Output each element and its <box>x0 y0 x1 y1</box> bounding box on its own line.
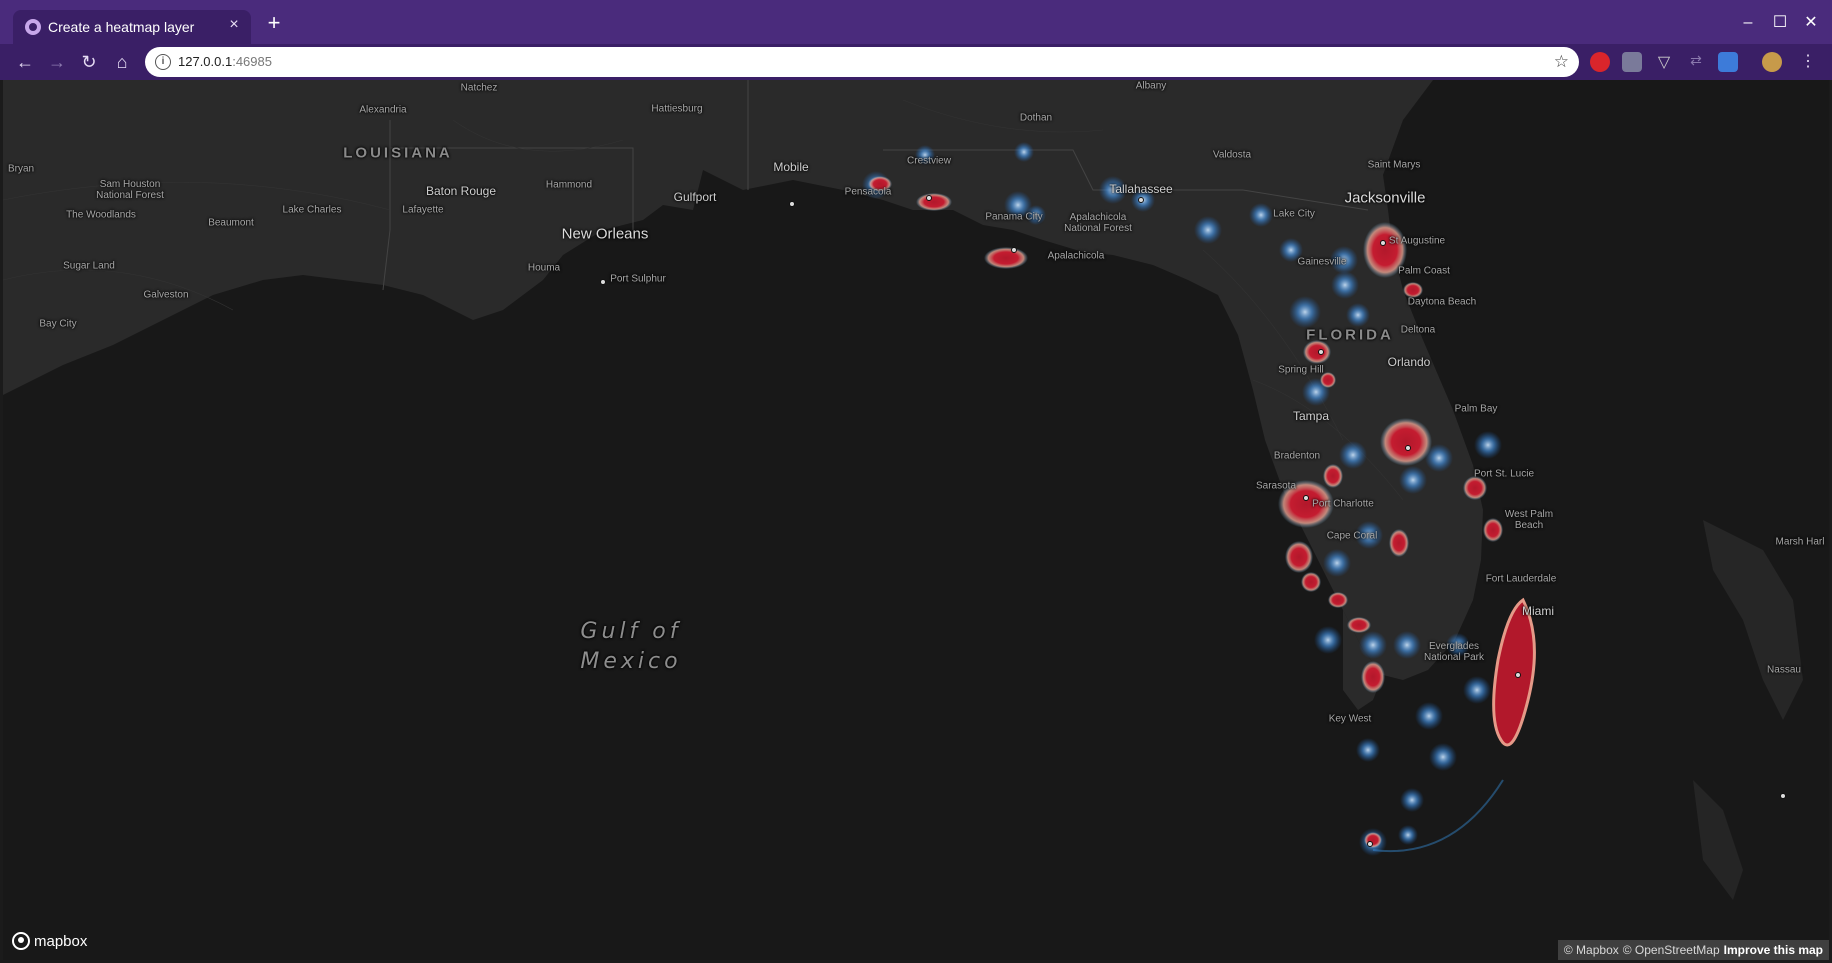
maximize-icon[interactable]: ☐ <box>1772 14 1788 31</box>
site-info-icon[interactable]: i <box>155 54 171 70</box>
bookmark-star-icon[interactable]: ☆ <box>1553 52 1569 71</box>
tab-favicon-icon <box>25 19 41 35</box>
map-label-city: Crestview <box>907 155 951 167</box>
map-label-city: West Palm Beach <box>1504 509 1554 531</box>
home-icon[interactable]: ⌂ <box>116 52 128 72</box>
map-label-city: Bradenton <box>1273 450 1321 462</box>
map-attribution: © Mapbox © OpenStreetMap Improve this ma… <box>1557 940 1829 960</box>
map-label-city: Gulfport <box>673 190 717 204</box>
map-label-city: Hammond <box>545 179 593 191</box>
tab-close-icon[interactable]: × <box>229 16 239 33</box>
browser-toolbar: ← → ↻ ⌂ i 127.0.0.1:46985 ☆ ▽ ⇄ ⋮ <box>0 44 1832 80</box>
map-label-city: Bryan <box>7 163 35 175</box>
new-tab-button[interactable]: + <box>267 10 281 35</box>
browser-titlebar: Create a heatmap layer × + – ☐ ✕ <box>0 0 1832 49</box>
map-label-city: Albany <box>1135 80 1167 92</box>
extension-icon[interactable] <box>1590 52 1610 72</box>
map-label-city: Cape Coral <box>1326 530 1378 542</box>
map-label-city: Valdosta <box>1212 149 1252 161</box>
map-label-city: St Augustine <box>1388 235 1446 247</box>
map-label-city: New Orleans <box>561 225 649 243</box>
map-label-park: Apalachicola National Forest <box>1064 212 1132 234</box>
map-label-city: Galveston <box>143 289 189 301</box>
map-label-city: The Woodlands <box>66 209 136 221</box>
mapbox-logo[interactable]: mapbox <box>12 932 87 950</box>
map-label-city: Jacksonville <box>1344 189 1426 207</box>
map-label-city: Hattiesburg <box>651 103 703 115</box>
extension-icon[interactable] <box>1622 52 1642 72</box>
map-label-city: Palm Bay <box>1454 403 1498 415</box>
map-label-city: Palm Coast <box>1398 265 1450 277</box>
map-label-city: Lake City <box>1273 208 1315 220</box>
map-label-city: Daytona Beach <box>1407 296 1477 308</box>
menu-kebab-icon[interactable]: ⋮ <box>1800 53 1816 70</box>
back-icon[interactable]: ← <box>16 52 34 72</box>
map-label-state: LOUISIANA <box>343 144 453 162</box>
map-label-city: Sarasota <box>1255 480 1297 492</box>
map-label-city: Sugar Land <box>63 260 115 272</box>
map-label-city: Natchez <box>460 82 498 94</box>
address-bar[interactable]: i 127.0.0.1:46985 ☆ <box>145 47 1579 77</box>
reload-icon[interactable]: ↻ <box>81 52 97 72</box>
tab-title: Create a heatmap layer <box>48 19 195 35</box>
map-label-park: Everglades National Park <box>1423 641 1485 663</box>
map-label-city: Pensacola <box>844 186 892 198</box>
heatmap-layer <box>862 142 1529 856</box>
map-label-city: Baton Rouge <box>425 184 497 198</box>
attribution-mapbox-link[interactable]: © Mapbox <box>1563 943 1619 957</box>
close-window-icon[interactable]: ✕ <box>1804 14 1818 31</box>
attribution-osm-link[interactable]: © OpenStreetMap <box>1622 943 1720 957</box>
map-label-sea: Gulf of Mexico <box>580 619 682 674</box>
minimize-icon[interactable]: – <box>1743 14 1753 31</box>
map-label-city: Deltona <box>1400 324 1436 336</box>
browser-tab[interactable]: Create a heatmap layer × <box>13 10 251 44</box>
map-label-city: Marsh Harl <box>1775 536 1825 548</box>
map-label-city: Nassau <box>1767 664 1801 676</box>
map-label-city: Tampa <box>1292 409 1330 423</box>
map-label-city: Alexandria <box>359 104 407 116</box>
map-label-city: Dothan <box>1019 112 1053 124</box>
map-label-city: Panama City <box>985 211 1043 223</box>
map-label-city: Apalachicola <box>1047 250 1105 262</box>
translate-extension-icon[interactable] <box>1718 52 1738 72</box>
map-label-city: Beaumont <box>208 217 254 229</box>
map-label-city: Port Charlotte <box>1312 498 1374 510</box>
map-label-city: Houma <box>527 262 561 274</box>
map-label-city: Saint Marys <box>1367 159 1421 171</box>
map-label-city: Miami <box>1522 604 1554 618</box>
map-basemap <box>3 80 1829 900</box>
map-label-city: Mobile <box>773 160 809 174</box>
map-label-city: Port Sulphur <box>610 273 666 285</box>
heatmap-hotspots <box>868 176 1536 848</box>
map-label-city: Lafayette <box>402 204 444 216</box>
url-text: 127.0.0.1:46985 <box>178 54 272 69</box>
map-label-city: Bay City <box>39 318 77 330</box>
improve-map-link[interactable]: Improve this map <box>1723 943 1823 957</box>
mapbox-logo-icon <box>12 932 30 950</box>
map-label-city: Spring Hill <box>1278 364 1324 376</box>
profile-avatar[interactable] <box>1762 52 1782 72</box>
map-label-state: FLORIDA <box>1306 326 1394 344</box>
map-canvas[interactable]: Natchez Albany Alexandria Hattiesburg Do… <box>3 80 1829 960</box>
map-label-city: Tallahassee <box>1109 182 1173 196</box>
extension-icon[interactable]: ▽ <box>1657 54 1671 71</box>
map-label-city: Port St. Lucie <box>1473 468 1535 480</box>
extension-icon[interactable]: ⇄ <box>1690 52 1702 68</box>
map-label-city: Key West <box>1328 713 1372 725</box>
map-label-city: Fort Lauderdale <box>1485 573 1557 585</box>
forward-icon[interactable]: → <box>48 52 66 72</box>
map-label-city: Lake Charles <box>282 204 342 216</box>
map-label-park: Sam Houston National Forest <box>96 179 164 201</box>
map-label-city: Orlando <box>1387 355 1431 369</box>
map-label-city: Gainesville <box>1297 256 1347 268</box>
